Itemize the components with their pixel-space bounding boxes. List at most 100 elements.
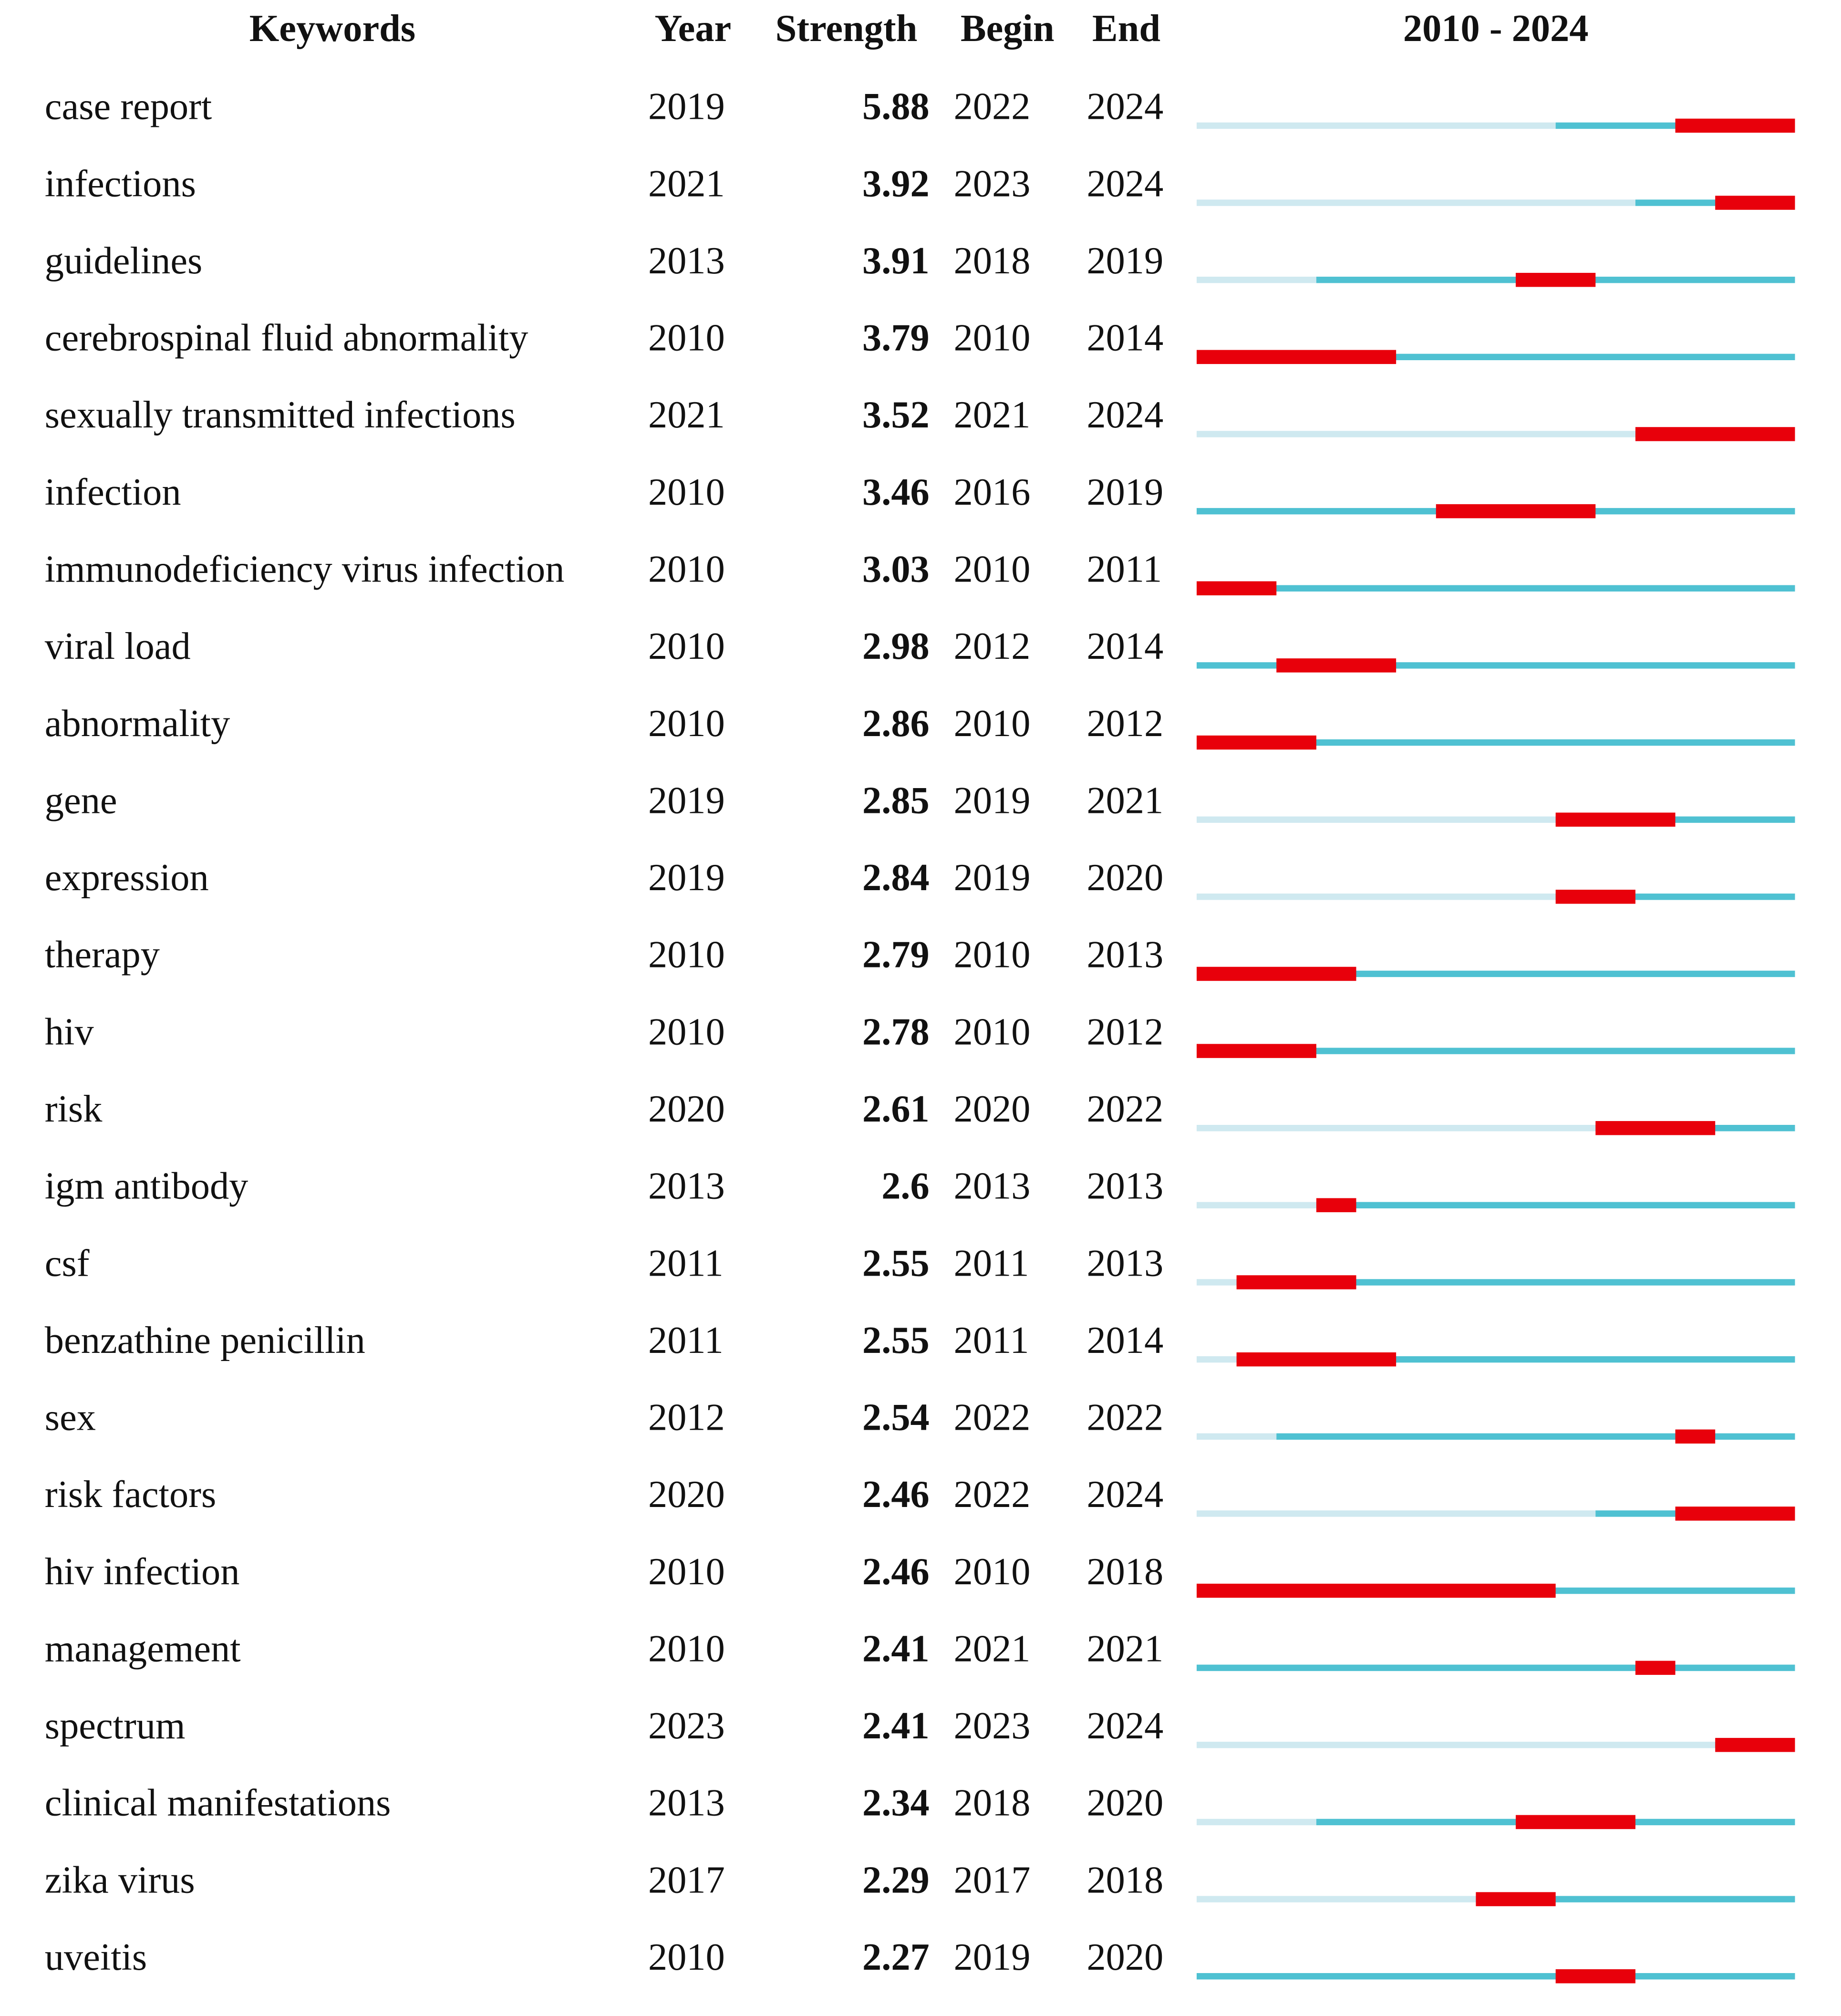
keyword: therapy [45,934,160,976]
year: 2010 [648,934,725,976]
active-line [1197,1048,1795,1054]
begin: 2022 [954,1396,1031,1439]
end: 2014 [1086,317,1163,359]
pre-year-line [1197,1202,1316,1209]
burst-segment [1476,1892,1556,1906]
strength: 2.41 [862,1704,930,1747]
end: 2024 [1086,85,1163,128]
end: 2018 [1086,1859,1163,1901]
strength: 2.61 [862,1088,930,1130]
end: 2022 [1086,1396,1163,1439]
year: 2012 [648,1396,725,1439]
year: 2010 [648,625,725,667]
year: 2013 [648,1782,725,1824]
burst-segment [1436,504,1596,519]
year: 2013 [648,1165,725,1207]
keyword: hiv infection [45,1550,240,1593]
pre-year-line [1197,894,1556,900]
end: 2019 [1086,471,1163,513]
pre-year-line [1197,199,1635,206]
active-line [1197,1664,1795,1671]
burst-segment [1595,1121,1716,1135]
active-line [1197,585,1795,592]
pre-year-line [1197,122,1556,129]
end: 2014 [1086,625,1163,667]
burst-segment [1197,966,1356,981]
year: 2010 [648,1936,725,1978]
end: 2012 [1086,1010,1163,1053]
burst-segment [1675,118,1795,133]
burst-segment [1197,350,1396,364]
begin: 2010 [954,317,1031,359]
burst-segment [1715,1738,1795,1752]
begin: 2019 [954,1936,1031,1978]
end: 2014 [1086,1319,1163,1361]
year: 2010 [648,471,725,513]
keyword: guidelines [45,239,203,282]
year: 2020 [648,1473,725,1516]
pre-year-line [1197,1510,1596,1517]
year: 2010 [648,317,725,359]
burst-segment [1635,427,1795,441]
begin: 2010 [954,934,1031,976]
year: 2011 [648,1319,724,1361]
active-line [1197,739,1795,746]
year: 2023 [648,1704,725,1747]
keyword: cerebrospinal fluid abnormality [45,317,528,359]
pre-year-line [1197,1742,1716,1748]
begin: 2010 [954,702,1031,745]
keyword: infection [45,471,181,513]
strength: 5.88 [862,85,930,128]
burst-segment [1715,196,1795,210]
strength: 2.54 [862,1396,930,1439]
year: 2021 [648,394,725,436]
burst-segment [1316,1198,1356,1213]
begin: 2018 [954,1782,1031,1824]
end: 2022 [1086,1088,1163,1130]
pre-year-line [1197,1125,1596,1132]
begin: 2021 [954,1627,1031,1670]
begin: 2019 [954,856,1031,899]
end: 2020 [1086,1782,1163,1824]
end: 2019 [1086,239,1163,282]
keyword: abnormality [45,702,230,745]
end: 2024 [1086,162,1163,205]
strength: 2.29 [862,1859,930,1901]
year: 2010 [648,1550,725,1593]
burst-segment [1236,1275,1356,1289]
active-line [1236,1279,1795,1286]
header-begin: Begin [961,7,1055,50]
strength: 2.84 [862,856,930,899]
header-timeline: 2010 - 2024 [1403,7,1589,50]
begin: 2011 [954,1242,1029,1284]
strength: 2.27 [862,1936,930,1978]
burst-segment [1555,890,1635,904]
year: 2013 [648,239,725,282]
burst-segment [1555,1969,1635,1984]
year: 2017 [648,1859,725,1901]
strength: 2.79 [862,934,930,976]
keyword: risk factors [45,1473,216,1516]
year: 2019 [648,85,725,128]
keyword: management [45,1627,241,1670]
strength: 3.46 [862,471,930,513]
strength: 3.91 [862,239,930,282]
burst-segment [1197,1044,1316,1058]
pre-year-line [1197,276,1316,283]
burst-segment [1516,1815,1635,1829]
keyword: uveitis [45,1936,147,1978]
keyword: spectrum [45,1704,186,1747]
keyword: risk [45,1088,103,1130]
strength: 2.78 [862,1010,930,1053]
burst-segment [1675,1429,1716,1444]
header-end: End [1092,7,1160,50]
end: 2024 [1086,1704,1163,1747]
strength: 3.79 [862,317,930,359]
burst-segment [1675,1507,1795,1521]
year: 2010 [648,702,725,745]
pre-year-line [1197,1279,1237,1286]
year: 2019 [648,779,725,821]
burst-segment [1276,658,1396,673]
end: 2013 [1086,1165,1163,1207]
begin: 2023 [954,162,1031,205]
